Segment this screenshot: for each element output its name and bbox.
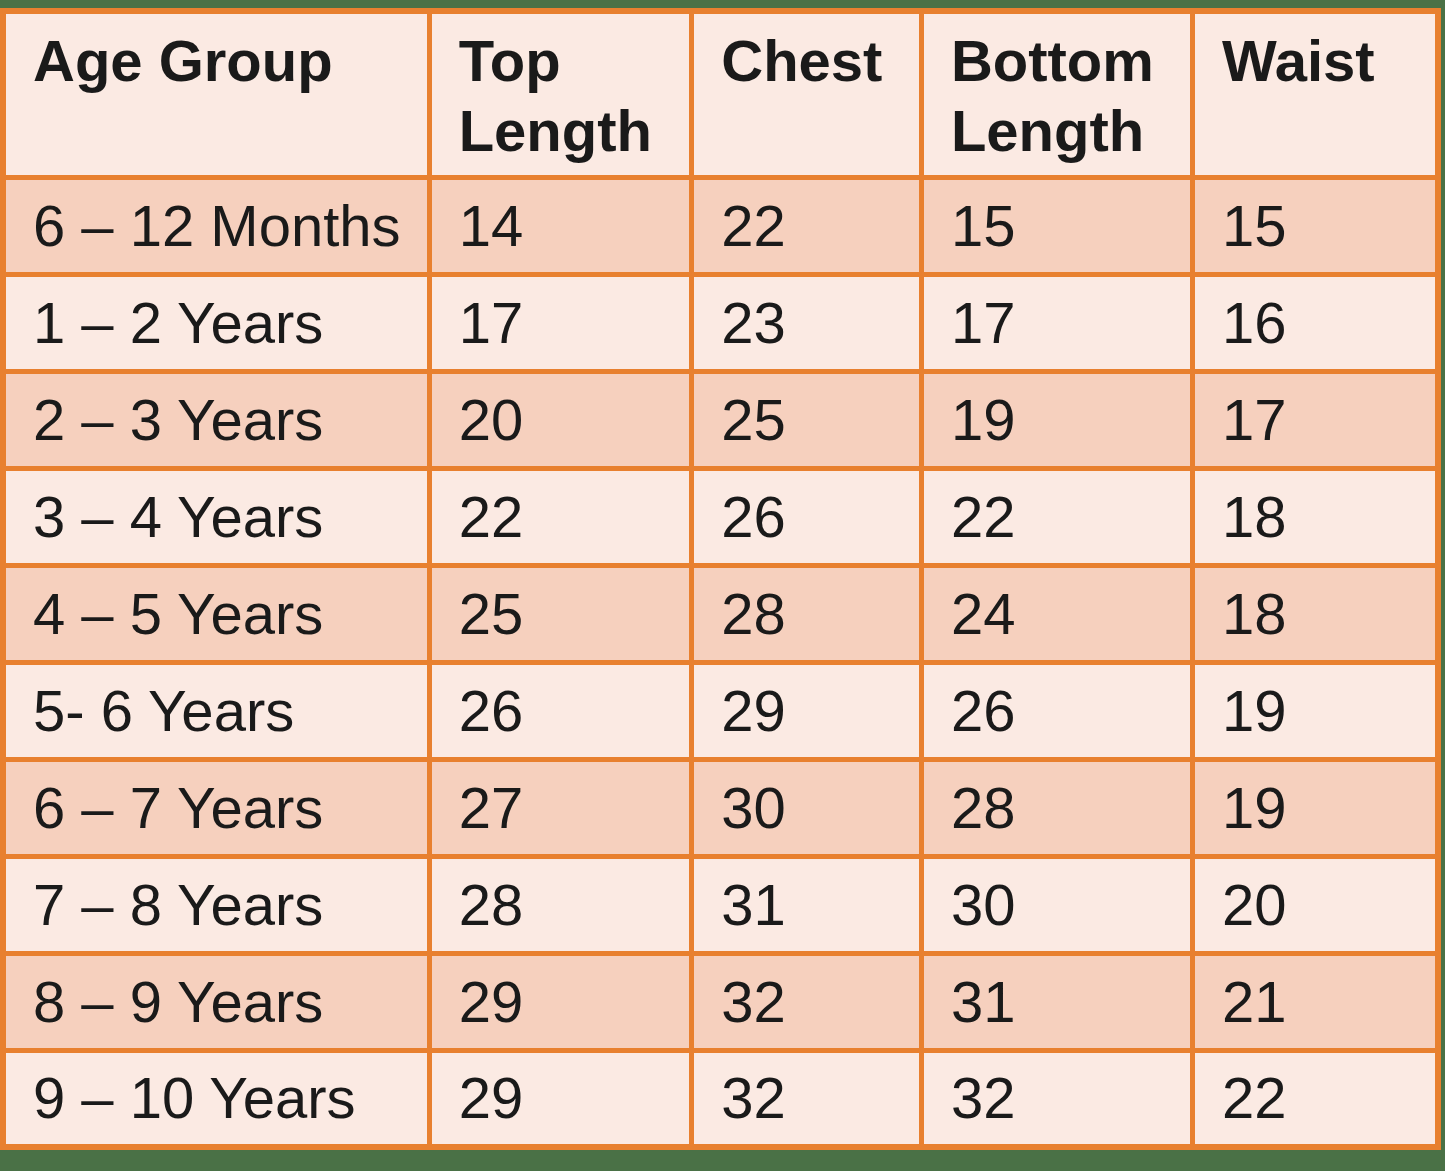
header-bottom-length: Bottom Length (921, 11, 1192, 177)
age-group-cell: 4 – 5 Years (3, 565, 429, 662)
chest-cell: 30 (692, 759, 922, 856)
top-length-cell: 25 (429, 565, 692, 662)
age-group-cell: 6 – 12 Months (3, 177, 429, 274)
table-row: 7 – 8 Years28313020 (3, 856, 1438, 953)
page-background: Age Group Top Length Chest Bottom Length… (0, 0, 1445, 1171)
waist-cell: 18 (1193, 468, 1438, 565)
table-row: 1 – 2 Years17231716 (3, 274, 1438, 371)
bottom-length-cell: 26 (921, 662, 1192, 759)
age-group-cell: 5- 6 Years (3, 662, 429, 759)
waist-cell: 22 (1193, 1050, 1438, 1147)
age-group-cell: 1 – 2 Years (3, 274, 429, 371)
waist-cell: 19 (1193, 662, 1438, 759)
bottom-length-cell: 31 (921, 953, 1192, 1050)
bottom-length-cell: 24 (921, 565, 1192, 662)
top-length-cell: 14 (429, 177, 692, 274)
top-length-cell: 17 (429, 274, 692, 371)
waist-cell: 17 (1193, 371, 1438, 468)
top-length-cell: 20 (429, 371, 692, 468)
chest-cell: 22 (692, 177, 922, 274)
top-length-cell: 28 (429, 856, 692, 953)
bottom-length-cell: 19 (921, 371, 1192, 468)
age-group-cell: 6 – 7 Years (3, 759, 429, 856)
waist-cell: 20 (1193, 856, 1438, 953)
chest-cell: 23 (692, 274, 922, 371)
bottom-length-cell: 30 (921, 856, 1192, 953)
table-row: 2 – 3 Years20251917 (3, 371, 1438, 468)
waist-cell: 19 (1193, 759, 1438, 856)
chest-cell: 25 (692, 371, 922, 468)
age-group-cell: 3 – 4 Years (3, 468, 429, 565)
table-row: 9 – 10 Years29323222 (3, 1050, 1438, 1147)
bottom-length-cell: 17 (921, 274, 1192, 371)
table-header: Age Group Top Length Chest Bottom Length… (3, 11, 1438, 177)
table-row: 8 – 9 Years29323121 (3, 953, 1438, 1050)
bottom-length-cell: 15 (921, 177, 1192, 274)
chest-cell: 26 (692, 468, 922, 565)
bottom-length-cell: 28 (921, 759, 1192, 856)
chest-cell: 28 (692, 565, 922, 662)
top-length-cell: 22 (429, 468, 692, 565)
waist-cell: 18 (1193, 565, 1438, 662)
top-length-cell: 29 (429, 1050, 692, 1147)
header-top-length: Top Length (429, 11, 692, 177)
table-row: 6 – 7 Years27302819 (3, 759, 1438, 856)
age-group-cell: 8 – 9 Years (3, 953, 429, 1050)
table-row: 3 – 4 Years22262218 (3, 468, 1438, 565)
waist-cell: 16 (1193, 274, 1438, 371)
table-body: 6 – 12 Months142215151 – 2 Years17231716… (3, 177, 1438, 1147)
top-length-cell: 27 (429, 759, 692, 856)
waist-cell: 15 (1193, 177, 1438, 274)
chest-cell: 32 (692, 953, 922, 1050)
top-length-cell: 26 (429, 662, 692, 759)
header-waist: Waist (1193, 11, 1438, 177)
header-chest: Chest (692, 11, 922, 177)
table-row: 4 – 5 Years25282418 (3, 565, 1438, 662)
table-row: 6 – 12 Months14221515 (3, 177, 1438, 274)
header-row: Age Group Top Length Chest Bottom Length… (3, 11, 1438, 177)
waist-cell: 21 (1193, 953, 1438, 1050)
bottom-length-cell: 22 (921, 468, 1192, 565)
size-chart-table: Age Group Top Length Chest Bottom Length… (0, 8, 1441, 1150)
age-group-cell: 9 – 10 Years (3, 1050, 429, 1147)
chest-cell: 29 (692, 662, 922, 759)
chest-cell: 31 (692, 856, 922, 953)
header-age-group: Age Group (3, 11, 429, 177)
age-group-cell: 7 – 8 Years (3, 856, 429, 953)
bottom-length-cell: 32 (921, 1050, 1192, 1147)
chest-cell: 32 (692, 1050, 922, 1147)
table-row: 5- 6 Years26292619 (3, 662, 1438, 759)
age-group-cell: 2 – 3 Years (3, 371, 429, 468)
top-length-cell: 29 (429, 953, 692, 1050)
